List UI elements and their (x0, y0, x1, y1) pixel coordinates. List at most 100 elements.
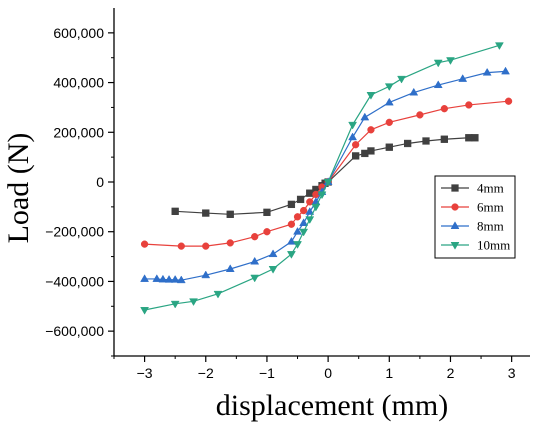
data-point (465, 101, 473, 109)
data-point (268, 266, 278, 274)
data-point (367, 147, 375, 155)
data-point (299, 228, 309, 237)
y-tick-label: −400,000 (45, 273, 104, 289)
data-point (250, 274, 260, 283)
data-point (158, 274, 168, 283)
data-point (177, 242, 185, 250)
x-tick-label: 1 (385, 365, 393, 381)
data-point (251, 233, 259, 241)
data-point (403, 139, 412, 148)
data-point (189, 298, 198, 307)
series-10mm (140, 42, 504, 315)
legend-marker (451, 184, 459, 192)
data-point (440, 105, 449, 113)
series-8mm (140, 66, 510, 284)
data-point (361, 149, 369, 158)
data-point (226, 210, 234, 218)
data-point (348, 132, 358, 141)
data-point (225, 264, 235, 272)
data-point (305, 207, 315, 215)
data-point (348, 121, 358, 130)
legend-label: 8mm (477, 219, 504, 234)
data-point (171, 207, 179, 215)
data-point (317, 191, 327, 200)
x-tick-label: 2 (447, 365, 455, 381)
data-point (305, 216, 315, 224)
data-point (482, 67, 492, 76)
series-4mm (171, 134, 479, 218)
series-line (144, 100, 509, 247)
data-point (440, 135, 449, 143)
data-point (367, 126, 375, 134)
data-point (360, 112, 370, 121)
legend-marker (450, 242, 460, 250)
y-tick-label: −200,000 (45, 224, 104, 240)
data-point (268, 249, 278, 258)
data-point (422, 137, 430, 145)
series-line (175, 137, 475, 215)
data-point (311, 203, 321, 212)
x-tick-label: −2 (198, 365, 214, 381)
data-point (213, 290, 223, 299)
data-point (296, 195, 305, 204)
data-point (140, 307, 150, 315)
x-tick-label: −1 (259, 365, 275, 381)
data-point (286, 236, 296, 245)
y-tick-label: 400,000 (53, 75, 104, 91)
series-6mm (140, 97, 513, 250)
y-axis: −600,000 −400,000 −200,000 0 200,000 400,000 6… (45, 8, 115, 357)
data-point (140, 240, 149, 248)
data-point (152, 274, 162, 282)
legend-label: 4mm (477, 181, 504, 196)
x-axis: −3 −2 −1 0 1 2 3 (113, 355, 530, 381)
data-point (385, 143, 393, 151)
data-point (416, 111, 424, 119)
data-point (351, 141, 360, 149)
data-point (263, 228, 271, 236)
data-point (202, 242, 210, 250)
plot-area (140, 42, 513, 315)
data-point (201, 270, 211, 279)
data-point (465, 134, 473, 142)
data-point (293, 213, 302, 221)
data-point (433, 80, 443, 89)
y-axis-title: Load (N) (2, 133, 35, 244)
x-axis-title: displacement (mm) (216, 389, 448, 422)
y-tick-label: 600,000 (53, 25, 104, 41)
data-point (202, 209, 210, 217)
data-point (263, 208, 271, 216)
data-point (385, 118, 393, 126)
data-point (384, 83, 394, 91)
data-point (293, 227, 302, 235)
data-point (170, 300, 180, 309)
series-line (144, 44, 500, 311)
legend-label: 6mm (477, 200, 504, 215)
data-point (366, 92, 376, 100)
data-point (433, 59, 443, 68)
y-tick-label: −600,000 (45, 323, 104, 339)
data-point (176, 275, 186, 284)
data-point (397, 75, 406, 84)
legend-label: 10mm (477, 238, 510, 253)
data-point (471, 134, 479, 142)
data-point (306, 189, 314, 197)
data-point (140, 274, 150, 282)
data-point (494, 42, 504, 50)
data-point (286, 251, 296, 259)
y-tick-label: 0 (96, 174, 104, 190)
data-point (299, 206, 308, 215)
legend-marker (451, 203, 459, 211)
x-tick-label: −3 (137, 365, 153, 381)
data-point (384, 97, 394, 106)
data-point (170, 274, 180, 283)
data-point (250, 256, 260, 265)
data-point (351, 152, 360, 160)
legend-marker (450, 221, 460, 229)
y-tick-label: 200,000 (53, 124, 104, 140)
x-tick-label: 0 (324, 365, 332, 381)
x-tick-label: 3 (508, 365, 516, 381)
data-point (287, 200, 296, 209)
data-point (293, 241, 302, 249)
legend-box (434, 175, 516, 259)
